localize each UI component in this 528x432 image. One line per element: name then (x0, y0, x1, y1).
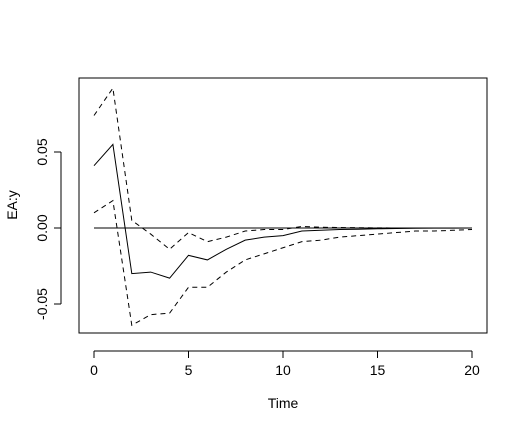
x-tick-label: 0 (90, 362, 98, 378)
x-axis: 0 5 10 15 20 (90, 350, 480, 378)
x-tick-label: 20 (464, 362, 480, 378)
upper-bound-line (93, 86, 472, 250)
y-axis-label: EA:y (4, 190, 20, 220)
impulse-response-line (93, 143, 473, 279)
lower-bound-line (93, 199, 473, 327)
x-tick-label: 5 (185, 362, 193, 378)
plot-frame (78, 77, 488, 334)
x-tick-label: 15 (370, 362, 386, 378)
x-axis-label: Time (268, 395, 299, 411)
x-tick-label: 10 (275, 362, 291, 378)
y-tick-label: 0.05 (34, 138, 50, 165)
y-tick-label: -0.05 (34, 288, 50, 320)
series-group (93, 86, 473, 327)
y-axis: -0.05 0.00 0.05 (34, 138, 62, 320)
y-tick-label: 0.00 (34, 214, 50, 241)
